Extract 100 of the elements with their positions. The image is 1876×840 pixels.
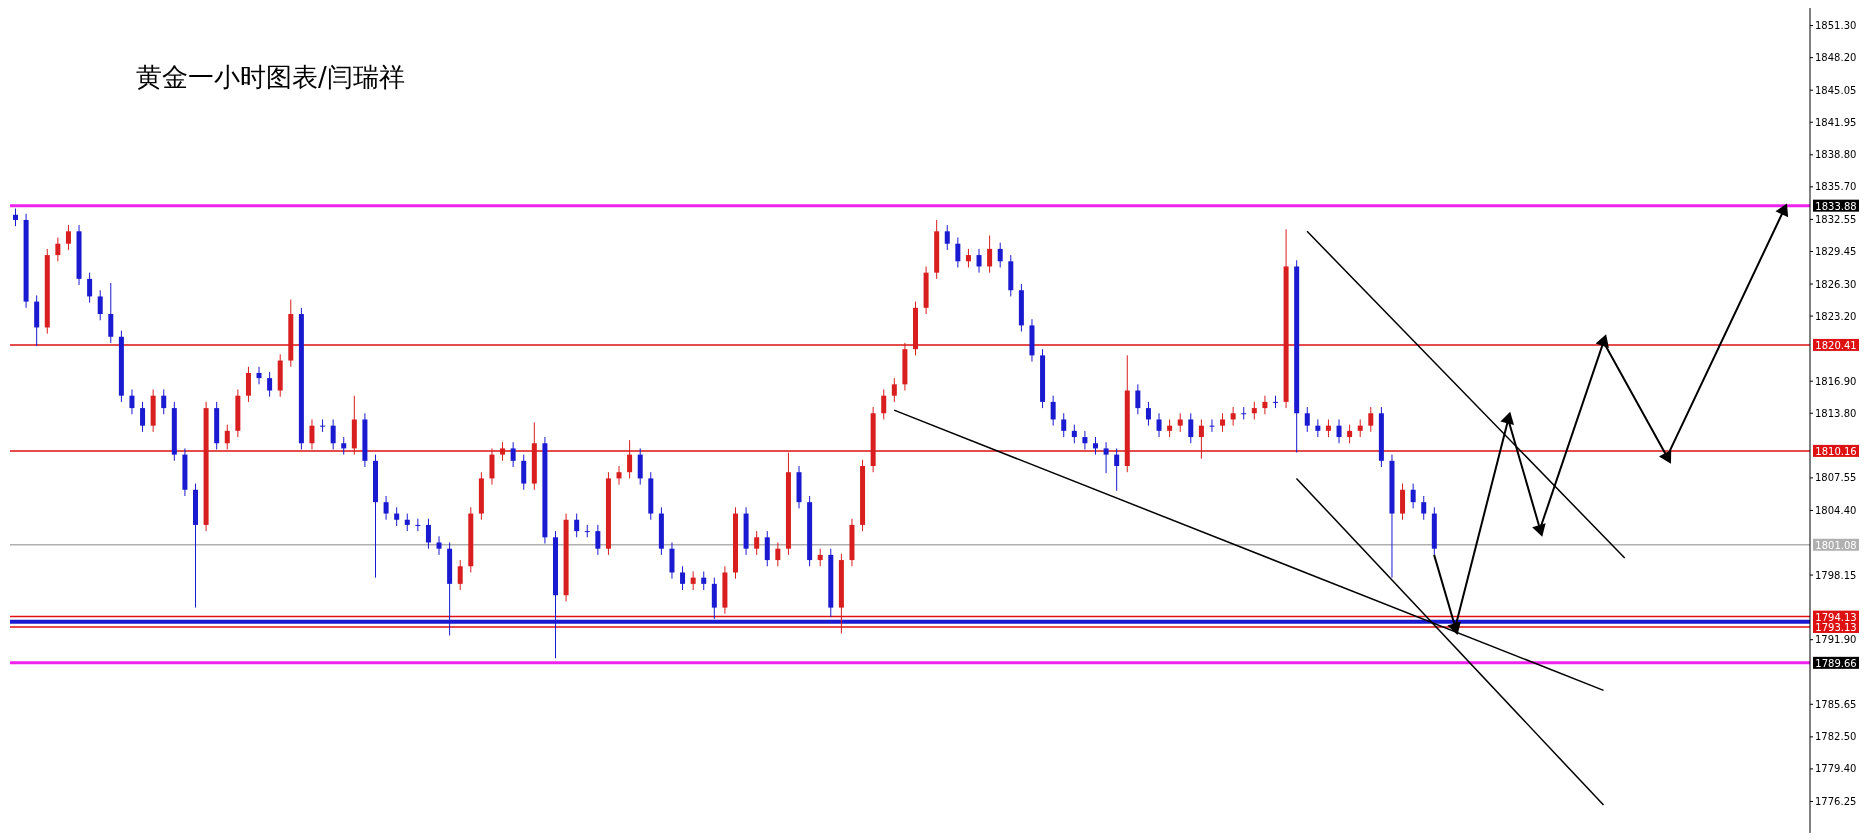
y-tick-label: 1776.25: [1815, 796, 1857, 808]
ref-line-label: 1810.16: [1815, 445, 1857, 457]
candlestick: [1262, 395, 1268, 415]
candlestick: [309, 418, 315, 450]
ref-line-label: 1833.88: [1815, 200, 1857, 212]
y-tick-label: 1841.95: [1815, 116, 1857, 128]
candlestick: [775, 541, 781, 567]
candlestick: [87, 272, 93, 304]
candlestick: [637, 447, 643, 486]
ref-line-label: 1793.13: [1815, 621, 1857, 633]
candlestick: [944, 224, 950, 251]
candlestick: [1156, 412, 1162, 438]
y-tick-label: 1835.70: [1815, 181, 1857, 193]
candlestick: [627, 439, 633, 479]
point: [1532, 523, 1546, 537]
candlestick: [1230, 406, 1236, 427]
candlestick: [1198, 418, 1204, 460]
candlestick: [320, 418, 326, 433]
point: [1659, 449, 1672, 464]
candlestick: [595, 524, 601, 556]
candlestick: [1135, 383, 1141, 415]
y-tick-label: 1838.80: [1815, 149, 1857, 161]
candlestick: [955, 237, 961, 268]
candlestick: [489, 447, 495, 486]
candlestick: [108, 282, 114, 344]
candlestick: [510, 441, 516, 468]
candlestick: [256, 366, 262, 385]
candlestick: [129, 388, 135, 415]
y-tick-label: 1826.30: [1815, 278, 1857, 290]
candlestick: [224, 424, 230, 450]
candlestick: [987, 234, 993, 274]
y-tick-label: 1816.90: [1815, 375, 1857, 387]
candlestick: [584, 524, 590, 538]
candlestick: [690, 570, 696, 591]
candlestick: [267, 371, 273, 398]
candlestick: [1304, 406, 1310, 433]
candlestick: [457, 559, 463, 591]
candlestick: [1145, 401, 1151, 427]
candlestick: [521, 454, 527, 491]
candlestick: [1410, 483, 1416, 509]
candlestick: [1114, 447, 1120, 492]
candlestick: [574, 513, 580, 538]
y-tick-label: 1779.40: [1815, 763, 1857, 775]
candlestick: [976, 248, 982, 274]
candlestick: [1071, 424, 1077, 444]
candlestick: [436, 535, 442, 556]
candlestick: [1220, 412, 1226, 433]
candlestick: [425, 518, 431, 550]
ref-line-label: 1789.66: [1815, 657, 1857, 669]
candlestick: [1188, 412, 1194, 444]
candlestick: [669, 541, 675, 580]
candlestick: [997, 242, 1003, 268]
candlestick: [415, 518, 421, 532]
candlestick: [1061, 412, 1067, 438]
candlestick: [245, 366, 251, 403]
y-tick-label: 1791.90: [1815, 634, 1857, 646]
point: [1595, 334, 1609, 348]
y-tick-label: 1804.40: [1815, 504, 1857, 516]
candlestick: [881, 388, 887, 420]
candlestick: [1177, 412, 1183, 433]
candlestick: [1347, 424, 1353, 444]
candlestick: [394, 506, 400, 527]
candlestick: [1315, 418, 1321, 438]
candlestick: [383, 495, 389, 521]
y-tick-label: 1823.20: [1815, 310, 1857, 322]
candlestick: [1421, 495, 1427, 521]
candlestick: [330, 418, 336, 450]
candlestick: [55, 237, 61, 262]
candlestick: [1368, 406, 1374, 433]
candlestick: [701, 570, 707, 591]
candlestick: [1103, 441, 1109, 474]
text: 黄金一小时图表/闫瑞祥: [136, 61, 405, 94]
candlestick: [1400, 483, 1406, 521]
y-tick-label: 1785.65: [1815, 698, 1857, 710]
y-tick-label: 1798.15: [1815, 569, 1857, 581]
y-tick-label: 1848.20: [1815, 52, 1857, 64]
candlestick: [97, 289, 103, 321]
candlestick: [65, 224, 71, 251]
candlestick: [616, 465, 622, 486]
point: [1775, 203, 1789, 218]
candlestick: [680, 565, 686, 591]
candlestick: [1050, 395, 1056, 427]
candlestick: [140, 401, 146, 433]
candlestick: [965, 248, 971, 268]
candlestick: [1336, 418, 1342, 444]
candlestick: [1209, 418, 1215, 433]
candlestick: [1082, 430, 1088, 450]
point: [1447, 621, 1461, 635]
candlestick: [764, 530, 770, 567]
y-tick-label: 1807.55: [1815, 472, 1857, 484]
y-tick-label: 1845.05: [1815, 84, 1857, 96]
point: [1500, 411, 1515, 426]
ref-line-label: 1794.13: [1815, 611, 1857, 623]
y-tick-label: 1813.80: [1815, 407, 1857, 419]
candlestick: [1241, 406, 1247, 420]
y-tick-label: 1851.30: [1815, 20, 1857, 32]
candlestick: [1273, 395, 1278, 409]
y-tick-label: 1782.50: [1815, 731, 1857, 743]
candlestick: [891, 377, 897, 403]
candlestick: [161, 388, 167, 415]
